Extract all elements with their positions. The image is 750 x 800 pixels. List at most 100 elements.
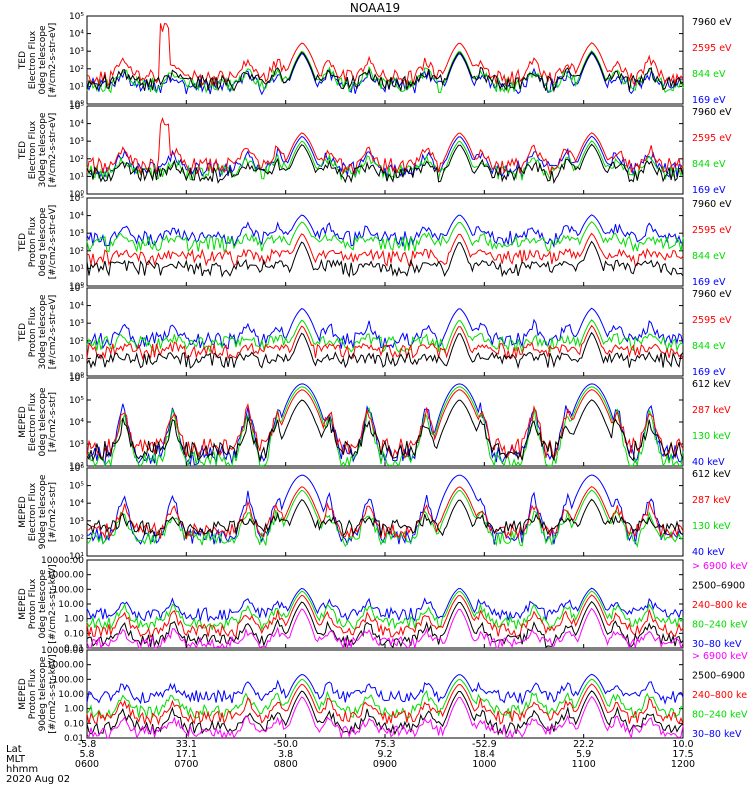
legend-entry: 2595 eV	[692, 225, 732, 236]
legend-entry: 80–240 keV	[692, 710, 748, 721]
y-axis-label: [#/cm2-s-str-eV]	[48, 113, 58, 188]
series-trace	[86, 600, 684, 649]
y-tick-label: 10¹	[69, 354, 84, 364]
x-tick-label-mlt: 18.4	[474, 749, 495, 760]
series-trace	[86, 214, 684, 249]
x-tick-label-hhmm: 0600	[75, 759, 99, 770]
y-tick-label: 10¹	[69, 172, 84, 182]
legend-entry: 612 keV	[692, 469, 731, 480]
legend-entry: 7960 eV	[692, 17, 732, 28]
y-axis-label: 30deg telescope	[38, 112, 48, 187]
legend-entry: 2595 eV	[692, 315, 732, 326]
series-trace	[86, 489, 684, 549]
y-tick-label: 0.01	[64, 734, 84, 744]
y-axis-label: TED	[18, 51, 28, 70]
chart-title: NOAA19	[349, 1, 401, 15]
y-tick-label: 10⁵	[69, 396, 84, 406]
series-trace	[86, 23, 684, 86]
series-trace	[86, 587, 684, 623]
y-tick-label: 10²	[69, 534, 84, 544]
x-tick-label-lat: -52.9	[472, 739, 497, 750]
y-axis-label: [#/cm2-s-str]	[48, 392, 58, 452]
y-tick-label: 0.10	[64, 629, 84, 639]
y-tick-label: 0.01	[64, 644, 84, 654]
legend-entry: 612 keV	[692, 379, 731, 390]
y-tick-label: 1000.00	[47, 661, 84, 671]
legend-entry: 169 eV	[692, 367, 726, 378]
y-axis-label: Electron Flux	[28, 482, 38, 541]
y-axis-label: [#/cm2-s-str-eV]	[48, 205, 58, 280]
legend-entry: 844 eV	[692, 251, 726, 262]
y-axis-label: 30deg telescope	[38, 294, 48, 369]
y-tick-label: 10²	[69, 337, 84, 347]
series-trace	[86, 695, 684, 740]
y-tick-label: 10¹	[69, 552, 84, 562]
y-tick-label: 10⁰	[69, 190, 84, 200]
y-tick-label: 10²	[69, 155, 84, 165]
y-tick-label: 10²	[69, 247, 84, 257]
x-tick-label-hhmm: 1200	[671, 759, 695, 770]
y-axis-label: 0deg telescope	[38, 25, 48, 95]
footer-label-mlt: MLT	[6, 754, 25, 765]
legend-entry: 7960 eV	[692, 289, 732, 300]
series-trace	[86, 51, 684, 93]
y-axis-label: Proton Flux	[28, 578, 38, 629]
y-axis-label: Electron Flux	[28, 30, 38, 89]
series-trace	[86, 683, 684, 726]
series-trace	[86, 673, 684, 706]
series-trace	[86, 52, 683, 96]
x-tick-label-hhmm: 0900	[373, 759, 397, 770]
x-tick-label-lat: 75.3	[374, 739, 395, 750]
y-axis-label: TED	[18, 233, 28, 252]
y-tick-label: 10³	[69, 319, 84, 329]
y-tick-label: 10⁴	[69, 302, 84, 312]
legend-entry: 844 eV	[692, 69, 726, 80]
series-trace	[86, 324, 684, 361]
y-tick-label: 10²	[69, 462, 84, 472]
y-axis-label: TED	[18, 323, 28, 342]
legend-entry: 40 keV	[692, 457, 725, 468]
x-tick-label-mlt: 17.5	[672, 749, 693, 760]
x-tick-label-mlt: 5.9	[576, 749, 591, 760]
series-trace	[86, 486, 684, 540]
y-tick-label: 10⁰	[69, 282, 84, 292]
legend-entry: 30–80 keV	[692, 639, 742, 650]
y-axis-label: 0deg telescope	[38, 207, 48, 277]
legend-entry: 287 keV	[692, 495, 731, 506]
legend-entry: 7960 eV	[692, 199, 732, 210]
footer-label-hhmm: hhmm	[6, 764, 39, 775]
x-tick-label-lat: 33.1	[176, 739, 197, 750]
y-tick-label: 100.00	[53, 585, 85, 595]
series-trace	[86, 399, 684, 462]
series-trace	[86, 590, 684, 632]
y-tick-label: 1.00	[64, 615, 84, 625]
legend-entry: 2595 eV	[692, 43, 732, 54]
y-axis-label: Proton Flux	[28, 306, 38, 357]
y-tick-label: 10³	[69, 517, 84, 527]
panel-frame	[86, 197, 684, 287]
y-axis-label: Electron Flux	[28, 392, 38, 451]
x-tick-label-hhmm: 1100	[572, 759, 596, 770]
series-trace	[86, 678, 684, 720]
y-tick-label: 10³	[69, 440, 84, 450]
y-tick-label: 10000.00	[41, 646, 84, 656]
series-trace	[86, 386, 684, 468]
y-tick-label: 10⁵	[69, 284, 84, 294]
y-tick-label: 10⁶	[69, 464, 84, 474]
x-tick-label-lat: -5.8	[78, 739, 97, 750]
legend-entry: 30–80 keV	[692, 729, 742, 740]
y-axis-label: Proton Flux	[28, 668, 38, 719]
series-trace	[86, 498, 684, 538]
x-tick-label-mlt: 5.8	[79, 749, 94, 760]
legend-entry: 844 eV	[692, 159, 726, 170]
legend-entry: 80–240 keV	[692, 620, 748, 631]
y-axis-label: Electron Flux	[28, 120, 38, 179]
legend-entry: 287 keV	[692, 405, 731, 416]
x-tick-label-hhmm: 0700	[174, 759, 198, 770]
x-tick-label-hhmm: 0800	[274, 759, 298, 770]
y-axis-label: [#/cm2-s-str-eV]	[48, 23, 58, 98]
legend-entry: 844 eV	[692, 341, 726, 352]
y-axis-label: [#/cm2-s-str]	[48, 482, 58, 542]
legend-entry: 169 eV	[692, 95, 726, 106]
